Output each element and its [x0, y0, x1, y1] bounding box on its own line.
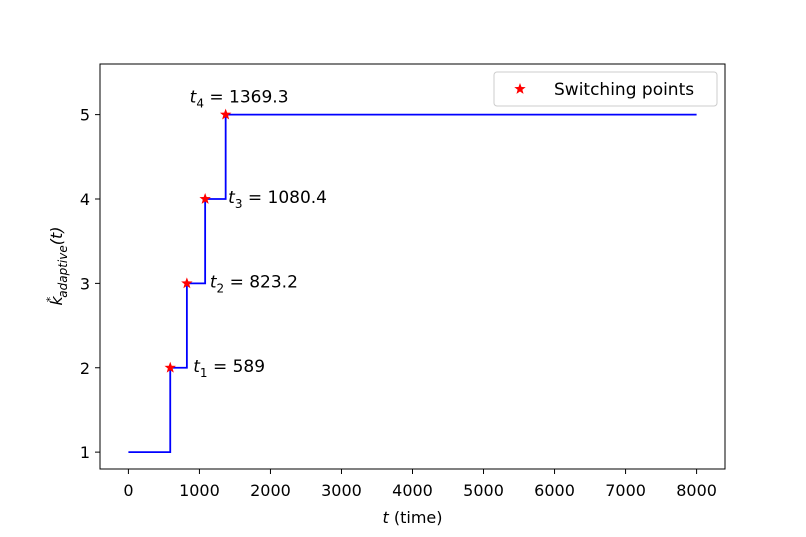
x-axis-label: t (time)	[383, 508, 443, 527]
legend: Switching points	[493, 71, 718, 107]
y-tick-label: 3	[80, 274, 90, 293]
switching-point-marker	[199, 193, 211, 204]
x-tick-label: 4000	[392, 481, 433, 500]
legend-box	[493, 71, 718, 107]
y-axis-label-main: k	[47, 296, 66, 306]
annotation-value: = 1369.3	[204, 88, 289, 108]
legend-marker	[514, 83, 526, 94]
x-axis-label-rest: (time)	[389, 508, 443, 527]
x-tick-label: 2000	[250, 481, 291, 500]
switching-point-marker	[164, 361, 176, 373]
annotation-subscript: 1	[200, 366, 208, 380]
switching-point-markers	[164, 108, 232, 373]
switching-point-annotation: t1 = 589	[193, 357, 265, 380]
x-axis-label-var: t	[383, 508, 390, 527]
y-tick-label: 1	[80, 443, 90, 462]
annotation-subscript: 3	[235, 197, 243, 211]
x-ticks: 0 1000 2000 3000 4000 5000 6000 7000 8000	[123, 469, 717, 500]
y-tick-label: 2	[80, 359, 90, 378]
y-axis-label-tail: (t)	[47, 227, 66, 246]
switching-point-annotation: t2 = 823.2	[210, 272, 298, 295]
legend-star-icon	[514, 83, 526, 94]
switching-point-marker	[181, 277, 193, 289]
annotation-value: = 1080.4	[242, 188, 327, 208]
x-tick-label: 1000	[179, 481, 220, 500]
y-axis-label: k*adaptive(t)	[44, 227, 70, 306]
annotation-subscript: 4	[196, 97, 204, 111]
y-axis-label-sup: *	[44, 296, 57, 302]
plot-area	[100, 64, 725, 469]
x-tick-label: 0	[123, 481, 133, 500]
annotation-var: t	[190, 88, 198, 108]
switching-point-annotation: t4 = 1369.3	[190, 88, 289, 111]
x-tick-label: 5000	[463, 481, 504, 500]
y-ticks: 1 2 3 4 5	[80, 106, 100, 462]
annotation-value: = 823.2	[224, 272, 298, 292]
y-tick-label: 5	[80, 106, 90, 125]
annotation-subscript: 2	[217, 281, 225, 295]
annotation-value: = 589	[208, 357, 265, 377]
x-tick-label: 8000	[676, 481, 717, 500]
x-tick-label: 3000	[321, 481, 362, 500]
annotation-var: t	[210, 272, 218, 292]
annotation-var: t	[193, 357, 201, 377]
annotation-var: t	[228, 188, 236, 208]
switching-point-annotation: t3 = 1080.4	[228, 188, 327, 211]
step-series-line	[128, 113, 697, 454]
plot-frame	[99, 63, 726, 470]
x-tick-label: 6000	[534, 481, 575, 500]
y-axis-label-sub: adaptive	[56, 245, 70, 297]
y-tick-label: 4	[80, 190, 90, 209]
legend-label: Switching points	[554, 80, 694, 100]
x-tick-label: 7000	[605, 481, 646, 500]
switching-point-marker	[219, 108, 232, 120]
